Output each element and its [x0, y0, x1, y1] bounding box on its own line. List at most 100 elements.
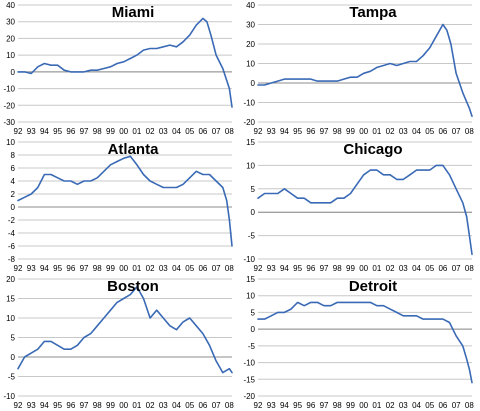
x-tick-label: 99: [106, 264, 115, 273]
x-tick-label: 00: [359, 264, 368, 273]
series-line-detroit: [257, 301, 473, 384]
x-tick-label: 08: [465, 127, 474, 136]
y-tick-label: -10: [3, 85, 15, 94]
x-tick-label: 06: [198, 127, 207, 136]
x-tick-label: 95: [53, 401, 62, 410]
y-tick-label: 10: [246, 161, 255, 170]
x-tick-label: 94: [40, 401, 49, 410]
x-tick-label: 07: [452, 264, 461, 273]
x-tick-label: 95: [293, 264, 302, 273]
y-tick-label: 6: [11, 164, 16, 173]
y-tick-label: 20: [246, 40, 255, 49]
x-tick-label: 08: [225, 401, 234, 410]
y-tick-label: -6: [8, 242, 16, 251]
y-tick-label: 0: [11, 203, 16, 212]
x-tick-label: 92: [254, 127, 263, 136]
x-tick-label: 04: [412, 401, 421, 410]
series-line-boston: [17, 286, 233, 374]
x-tick-label: 03: [399, 127, 408, 136]
x-tick-label: 04: [172, 264, 181, 273]
x-tick-label: 00: [359, 401, 368, 410]
y-tick-label: -10: [243, 359, 255, 368]
x-tick-label: 06: [198, 264, 207, 273]
x-tick-label: 08: [225, 264, 234, 273]
y-tick-label: 5: [11, 334, 16, 343]
x-tick-label: 95: [53, 127, 62, 136]
x-tick-label: 92: [14, 264, 23, 273]
y-tick-label: 15: [6, 295, 15, 304]
y-tick-label: 30: [246, 21, 255, 30]
x-tick-label: 07: [212, 264, 221, 273]
y-tick-label: 0: [251, 325, 256, 334]
x-tick-label: 05: [185, 401, 194, 410]
x-tick-label: 02: [386, 264, 395, 273]
y-tick-label: 2: [11, 190, 16, 199]
x-tick-label: 98: [93, 401, 102, 410]
x-tick-label: 98: [333, 127, 342, 136]
y-tick-label: 30: [6, 18, 15, 27]
series-line-atlanta: [17, 155, 233, 247]
y-tick-label: -30: [3, 118, 15, 127]
x-tick-label: 95: [293, 401, 302, 410]
series-line-tampa: [257, 23, 473, 117]
chart-title: Boston: [107, 278, 159, 295]
x-tick-label: 99: [346, 264, 355, 273]
y-tick-label: 4: [11, 177, 16, 186]
y-tick-label: 15: [246, 138, 255, 147]
chart-panel-boston: 20 15 10 5 0 -5 -10 92 93 94 95 96 97 98 99 00 01 02 03 04 0…: [0, 274, 240, 411]
series-line-chicago: [257, 164, 473, 256]
x-tick-label: 95: [293, 127, 302, 136]
x-tick-label: 97: [320, 264, 329, 273]
x-tick-label: 05: [425, 401, 434, 410]
chart-title: Detroit: [349, 278, 397, 295]
y-tick-label: 10: [6, 138, 15, 147]
x-tick-label: 03: [159, 264, 168, 273]
x-tick-label: 02: [146, 401, 155, 410]
x-tick-label: 06: [438, 264, 447, 273]
y-tick-label: 10: [246, 292, 255, 301]
y-tick-label: -20: [3, 101, 15, 110]
x-tick-label: 04: [172, 401, 181, 410]
x-tick-label: 96: [66, 401, 75, 410]
y-tick-label: -5: [248, 342, 256, 351]
y-tick-label: -8: [8, 255, 16, 264]
x-tick-label: 99: [106, 127, 115, 136]
chart-panel-detroit: 15 10 5 0 -5 -10 -15 -20 92 93 94 95 96 97 98 99 00 01 02 0…: [240, 274, 480, 411]
x-tick-label: 97: [80, 264, 89, 273]
y-tick-label: -5: [248, 232, 256, 241]
y-tick-label: 40: [6, 1, 15, 10]
x-tick-label: 94: [40, 264, 49, 273]
x-tick-label: 97: [320, 127, 329, 136]
x-tick-label: 06: [198, 401, 207, 410]
y-tick-label: -4: [8, 229, 16, 238]
y-tick-label: 5: [251, 185, 256, 194]
y-tick-label: 40: [246, 1, 255, 10]
x-tick-label: 00: [119, 127, 128, 136]
x-tick-label: 03: [399, 401, 408, 410]
y-tick-label: -10: [243, 99, 255, 108]
y-tick-label: 20: [6, 275, 15, 284]
x-tick-label: 05: [185, 264, 194, 273]
x-tick-label: 06: [438, 401, 447, 410]
x-tick-label: 96: [306, 127, 315, 136]
x-tick-label: 95: [53, 264, 62, 273]
x-tick-label: 05: [425, 264, 434, 273]
y-tick-label: 10: [246, 60, 255, 69]
y-tick-label: -20: [243, 118, 255, 127]
x-tick-label: 01: [372, 401, 381, 410]
y-tick-label: 5: [251, 308, 256, 317]
x-tick-label: 99: [106, 401, 115, 410]
chart-title: Chicago: [343, 141, 402, 158]
y-tick-label: 0: [11, 353, 16, 362]
x-tick-label: 05: [425, 127, 434, 136]
x-tick-label: 93: [267, 127, 276, 136]
x-tick-label: 04: [412, 127, 421, 136]
chart-svg-atlanta: 10 8 6 4 2 0 -2 -4 -6 -892 93 94 95 96 97 98 99 00 01 02 03 0…: [6, 138, 234, 273]
y-tick-label: 10: [6, 314, 15, 323]
x-tick-label: 06: [438, 127, 447, 136]
